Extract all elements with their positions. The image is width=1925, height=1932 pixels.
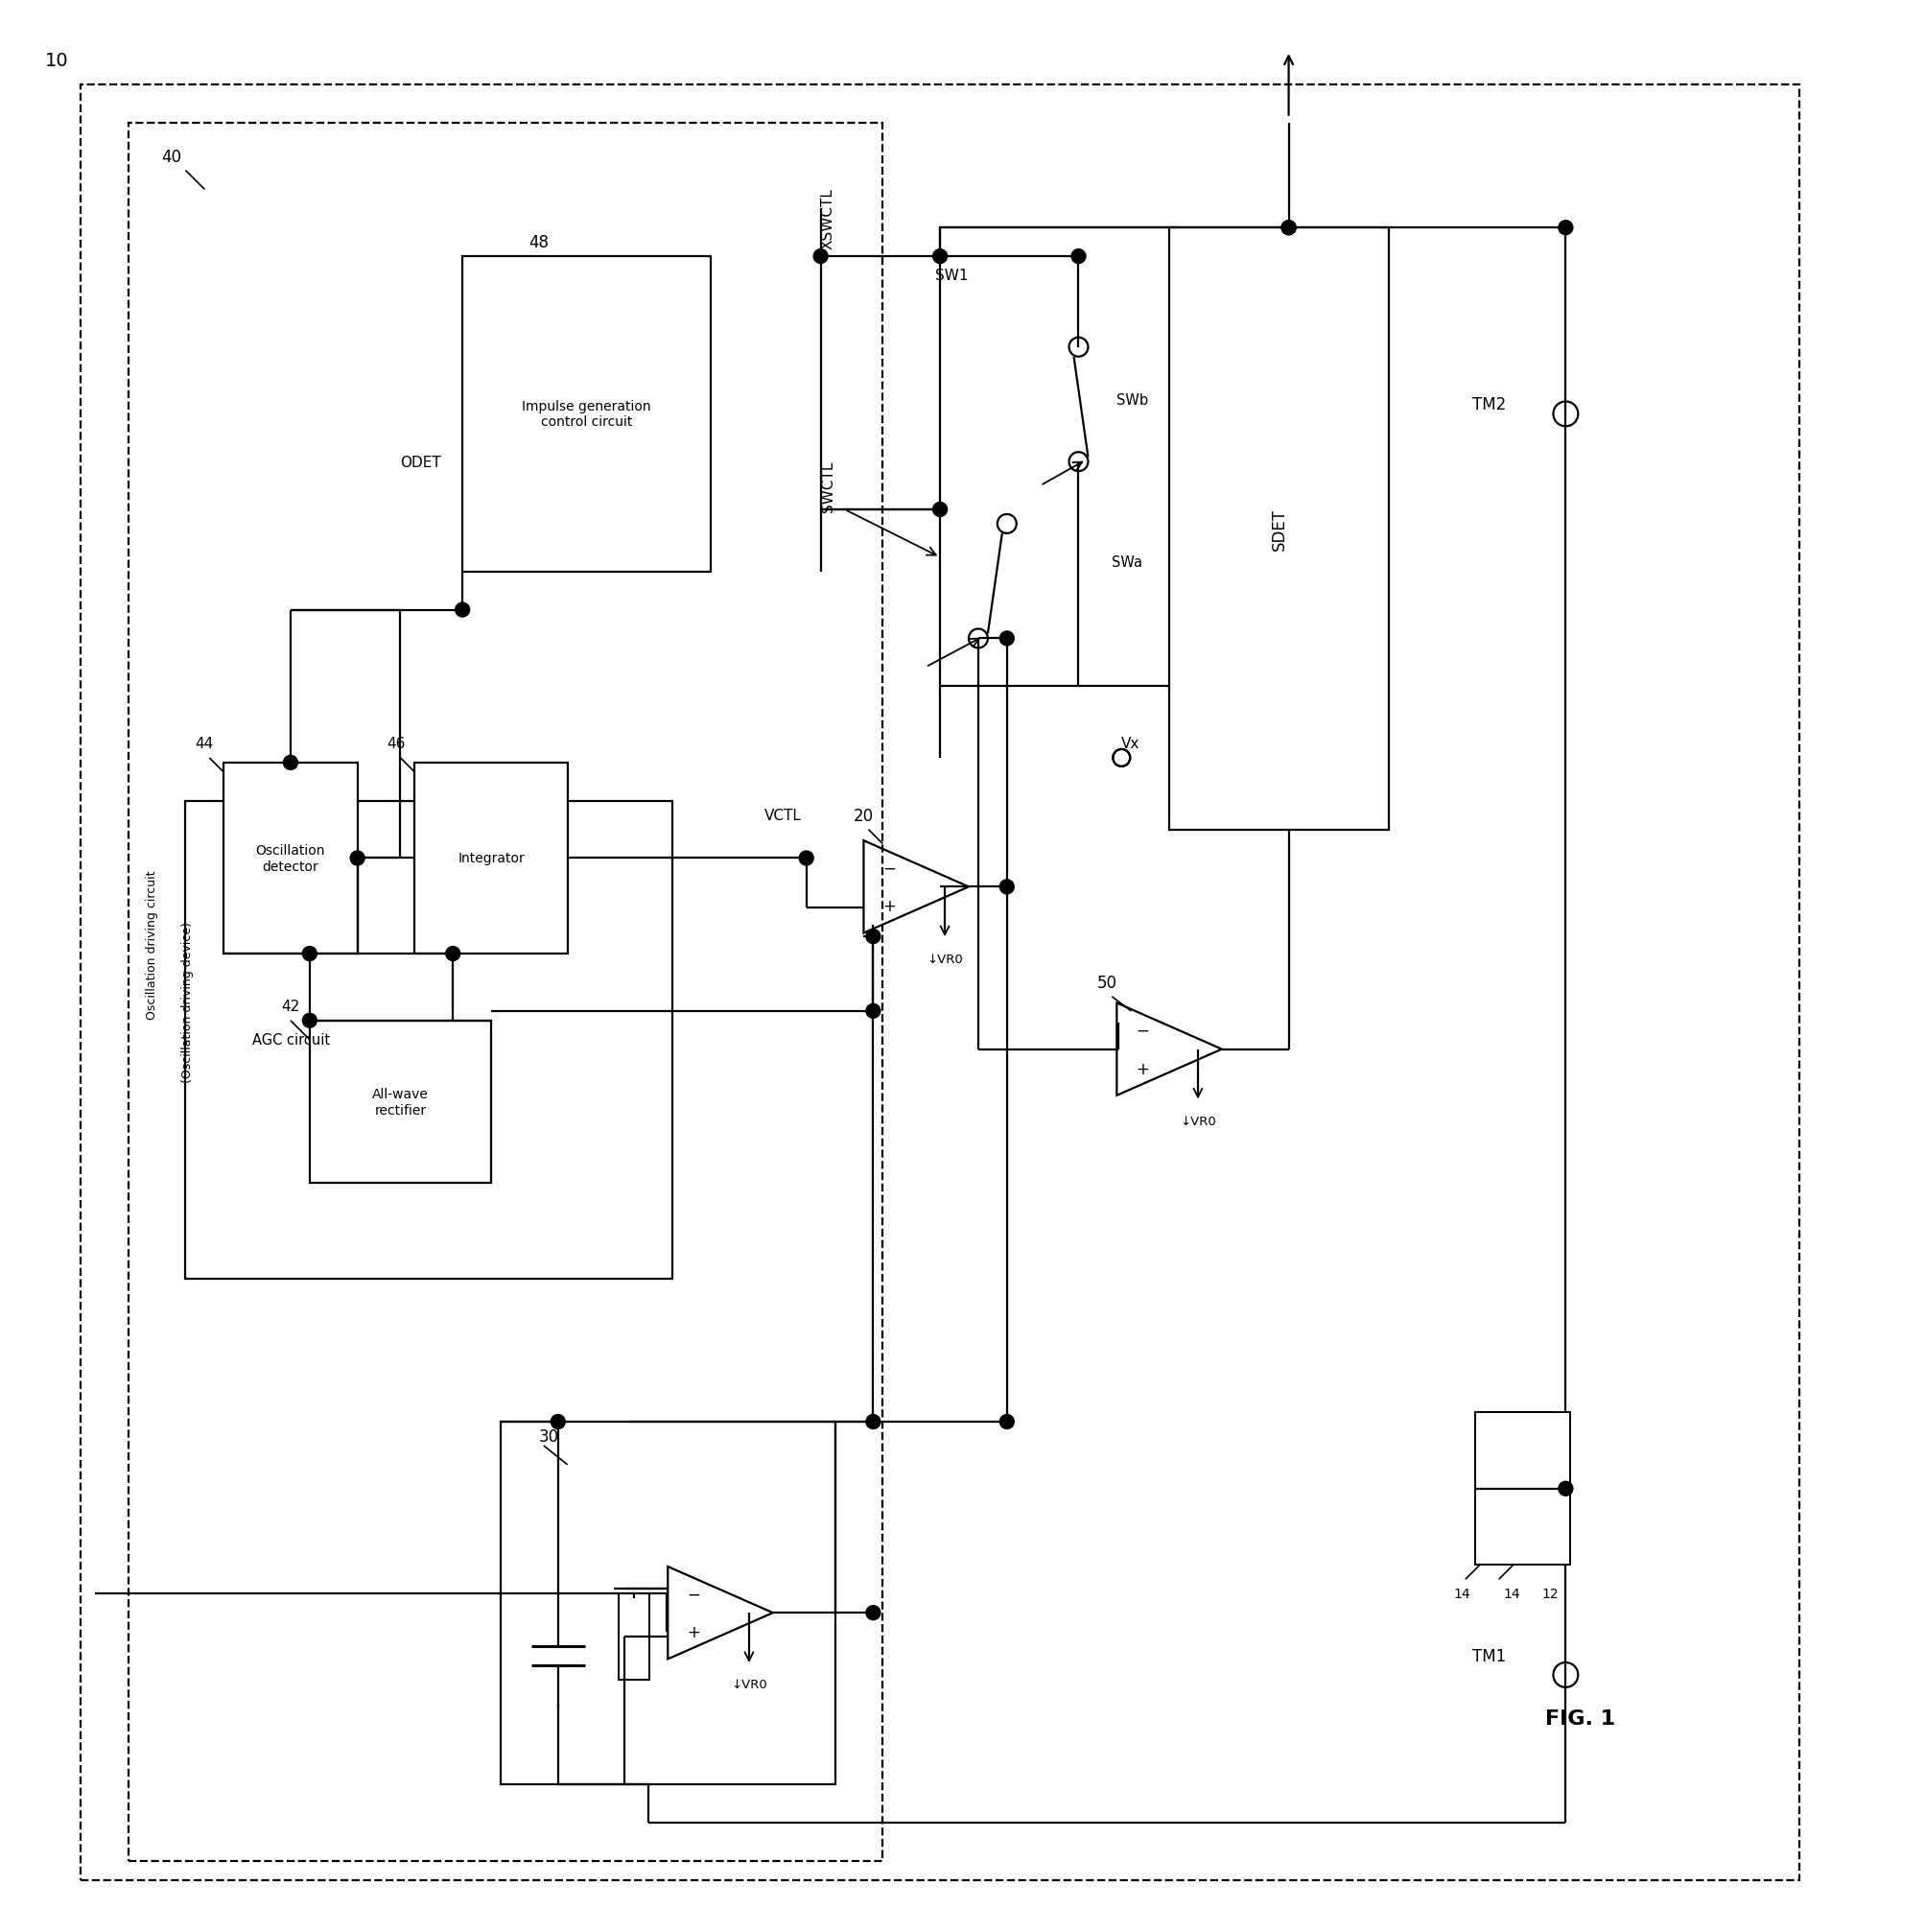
Circle shape [302,1014,316,1028]
Text: 44: 44 [194,736,214,752]
Circle shape [932,249,947,265]
Text: 30: 30 [539,1428,558,1445]
Text: Oscillation driving circuit: Oscillation driving circuit [146,869,158,1018]
Circle shape [999,632,1014,645]
Text: −: − [687,1584,701,1602]
Text: 50: 50 [1097,974,1116,991]
Text: SWa: SWa [1111,554,1142,570]
Circle shape [454,603,470,618]
Circle shape [799,852,812,866]
Circle shape [1280,222,1296,236]
Text: 40: 40 [162,149,181,166]
Bar [414,763,568,954]
Bar [129,124,882,1861]
Text: Vx: Vx [1120,736,1140,752]
Circle shape [283,755,298,771]
Text: +: + [687,1623,701,1640]
Text: −: − [882,860,895,877]
Circle shape [1070,249,1086,265]
Text: XSWCTL: XSWCTL [820,187,835,249]
Bar [939,228,1178,686]
Bar [1475,1412,1569,1565]
Text: 10: 10 [44,52,67,70]
Circle shape [866,1414,880,1430]
Bar [223,763,358,954]
Circle shape [866,929,880,945]
Text: −: − [1136,1022,1149,1039]
Circle shape [932,502,947,518]
Circle shape [551,1414,564,1430]
Circle shape [350,852,364,866]
Circle shape [866,1605,880,1621]
Circle shape [302,947,316,962]
Text: (Oscillation driving device): (Oscillation driving device) [181,922,194,1082]
Text: 42: 42 [281,999,300,1014]
Text: VCTL: VCTL [764,808,801,823]
Text: 46: 46 [387,736,404,752]
Text: TM2: TM2 [1471,396,1505,413]
Text: Integrator: Integrator [458,852,524,866]
Text: +: + [882,898,895,916]
Text: TM1: TM1 [1471,1648,1505,1665]
Text: Oscillation
detector: Oscillation detector [256,844,325,873]
Bar [618,1594,649,1679]
Bar [310,1020,491,1182]
Circle shape [999,1414,1014,1430]
Circle shape [445,947,460,962]
Circle shape [1280,222,1296,236]
Circle shape [1557,1482,1573,1495]
Text: 14: 14 [1503,1586,1519,1600]
Text: 48: 48 [529,234,549,251]
Bar [185,802,672,1279]
Text: FIG. 1: FIG. 1 [1544,1708,1615,1727]
Bar [1168,228,1388,831]
Circle shape [812,249,828,265]
Text: 12: 12 [1542,1586,1557,1600]
Text: ↓VR0: ↓VR0 [732,1679,766,1690]
Circle shape [999,881,1014,895]
Circle shape [866,1005,880,1018]
Text: 14: 14 [1453,1586,1469,1600]
Text: SWb: SWb [1116,392,1147,408]
Circle shape [1557,222,1573,236]
Text: 20: 20 [853,808,874,825]
Bar [81,85,1798,1880]
Text: ODET: ODET [400,456,441,469]
Text: All-wave
rectifier: All-wave rectifier [372,1088,429,1117]
Text: AGC circuit: AGC circuit [252,1034,329,1047]
Text: ↓VR0: ↓VR0 [1180,1115,1215,1128]
Bar [462,257,710,572]
Text: Impulse generation
control circuit: Impulse generation control circuit [522,400,651,429]
Text: ↓VR0: ↓VR0 [926,952,962,966]
Text: SDET: SDET [1270,508,1288,551]
Text: +: + [1136,1061,1149,1078]
Text: SWCTL: SWCTL [820,460,835,512]
Text: SW1: SW1 [936,269,968,284]
Bar [501,1422,835,1785]
